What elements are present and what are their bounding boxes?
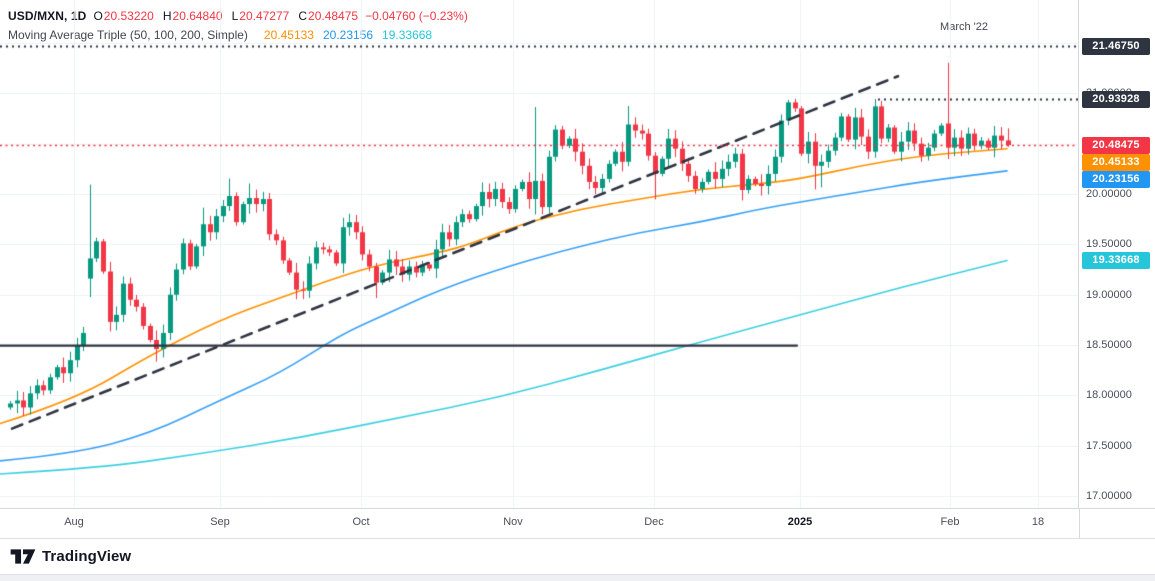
axis-corner (1079, 508, 1155, 539)
time-axis-label: Oct (352, 516, 370, 528)
level-badge-march22-high: 21.46750 (1082, 37, 1150, 55)
time-axis-label: Nov (503, 516, 523, 528)
time-axis-label: Feb (940, 516, 960, 528)
time-axis-label: Sep (210, 516, 230, 528)
sma200-badge: 19.33668 (1082, 252, 1150, 270)
price-axis-label: 17.00000 (1086, 490, 1132, 503)
sma50-badge: 20.45133 (1082, 153, 1150, 171)
sma100-badge: 20.23156 (1082, 170, 1150, 188)
time-axis-label: Aug (64, 516, 84, 528)
time-axis-label: 18 (1031, 516, 1045, 528)
tradingview-logo[interactable]: TradingView (10, 548, 131, 565)
time-axis-label: 2025 (787, 516, 813, 528)
last-price-badge: 20.48475 (1082, 136, 1150, 154)
price-chart-canvas[interactable] (0, 0, 1078, 508)
price-axis-label: 18.00000 (1086, 389, 1132, 402)
time-axis-label: Dec (644, 516, 664, 528)
tradingview-logo-icon (10, 548, 36, 564)
price-axis-label: 18.50000 (1086, 339, 1132, 352)
price-axis[interactable]: 21.5000021.0000020.5000020.0000019.50000… (1078, 0, 1155, 508)
time-axis[interactable]: Aug Sep Oct Nov Dec 2025 Feb 18 (0, 508, 1079, 539)
price-axis-label: 20.00000 (1086, 188, 1132, 200)
price-axis-label: 19.50000 (1086, 238, 1132, 251)
price-axis-label: 17.50000 (1086, 439, 1132, 452)
chart-pane: USD/MXN, 1D O20.53220H20.64840L20.47277C… (0, 0, 1078, 508)
price-axis-label: 19.00000 (1086, 288, 1132, 301)
footer: TradingView (0, 538, 1155, 574)
bottom-scroll-strip[interactable] (0, 574, 1155, 581)
tradingview-logo-text: TradingView (42, 547, 132, 565)
level-badge-resistance: 20.93928 (1082, 90, 1150, 108)
